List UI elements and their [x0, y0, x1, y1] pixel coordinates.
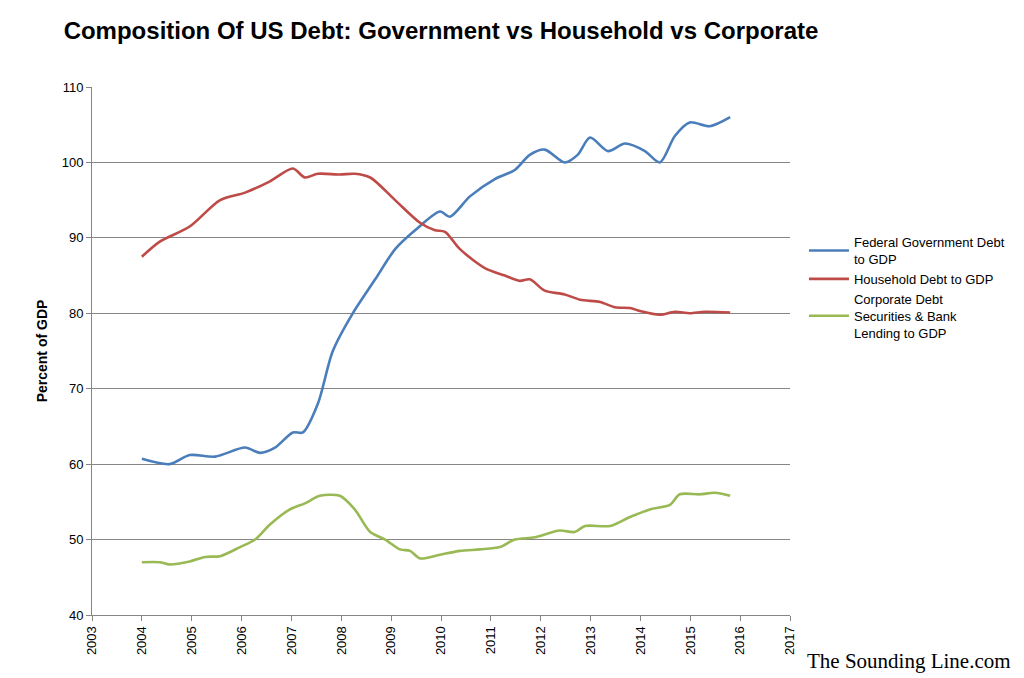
svg-text:2011: 2011: [483, 626, 498, 654]
svg-text:90: 90: [69, 230, 83, 245]
svg-text:40: 40: [69, 608, 83, 623]
svg-text:100: 100: [62, 155, 84, 170]
svg-text:2014: 2014: [633, 626, 648, 655]
svg-text:2015: 2015: [683, 626, 698, 655]
svg-text:2005: 2005: [184, 626, 199, 655]
svg-text:2009: 2009: [383, 626, 398, 655]
svg-text:60: 60: [69, 457, 83, 472]
svg-text:70: 70: [69, 381, 83, 396]
svg-text:Household Debt to GDP: Household Debt to GDP: [854, 272, 993, 287]
svg-text:2012: 2012: [533, 626, 548, 655]
svg-text:Percent of GDP: Percent of GDP: [34, 300, 50, 403]
svg-text:80: 80: [69, 306, 83, 321]
svg-text:Corporate DebtSecurities & Ban: Corporate DebtSecurities & BankLending t…: [854, 292, 957, 341]
svg-text:2006: 2006: [234, 626, 249, 655]
svg-text:2003: 2003: [84, 626, 99, 655]
svg-text:2010: 2010: [433, 626, 448, 655]
svg-text:The Sounding Line.com: The Sounding Line.com: [807, 649, 1011, 673]
svg-text:2008: 2008: [334, 626, 349, 655]
svg-text:2013: 2013: [583, 626, 598, 655]
svg-text:2007: 2007: [284, 626, 299, 655]
svg-text:2016: 2016: [732, 626, 747, 655]
svg-text:Composition Of US Debt: Govern: Composition Of US Debt: Government vs Ho…: [64, 17, 819, 44]
svg-text:2004: 2004: [134, 626, 149, 655]
svg-text:Federal Government Debtto GDP: Federal Government Debtto GDP: [854, 235, 1005, 267]
svg-text:50: 50: [69, 532, 83, 547]
svg-text:2017: 2017: [782, 626, 797, 655]
svg-text:110: 110: [63, 80, 84, 95]
